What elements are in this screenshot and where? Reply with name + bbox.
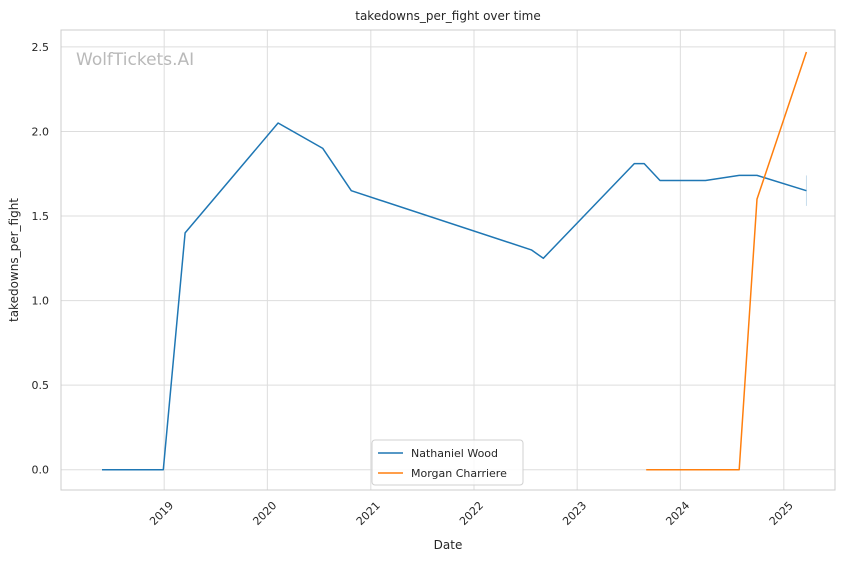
grid-lines [61,30,835,490]
plot-frame [60,29,836,491]
legend: Nathaniel Wood Morgan Charriere [371,439,524,486]
series-lines [102,51,808,471]
y-tick-label: 2.5 [32,41,50,54]
series-line-2 [646,51,808,471]
y-tick-label: 1.5 [32,210,50,223]
y-tick-label: 1.0 [32,295,50,308]
legend-items: Nathaniel Wood Morgan Charriere [378,447,507,480]
y-tick-label: 0.5 [32,379,50,392]
y-tick-label: 2.0 [32,125,50,138]
y-axis-title: takedowns_per_fight [7,198,21,322]
x-axis-title: Date [434,538,463,552]
watermark-text: WolfTickets.AI [76,50,194,70]
y-tick-label: 0.0 [32,464,50,477]
legend-label-1: Nathaniel Wood [411,447,498,460]
y-tick-labels: 0.0 0.5 1.0 1.5 2.0 2.5 [32,41,50,477]
legend-label-2: Morgan Charriere [411,467,507,480]
legend-box [371,439,524,486]
series-line-1 [102,122,807,471]
chart-title: takedowns_per_fight over time [355,9,541,23]
